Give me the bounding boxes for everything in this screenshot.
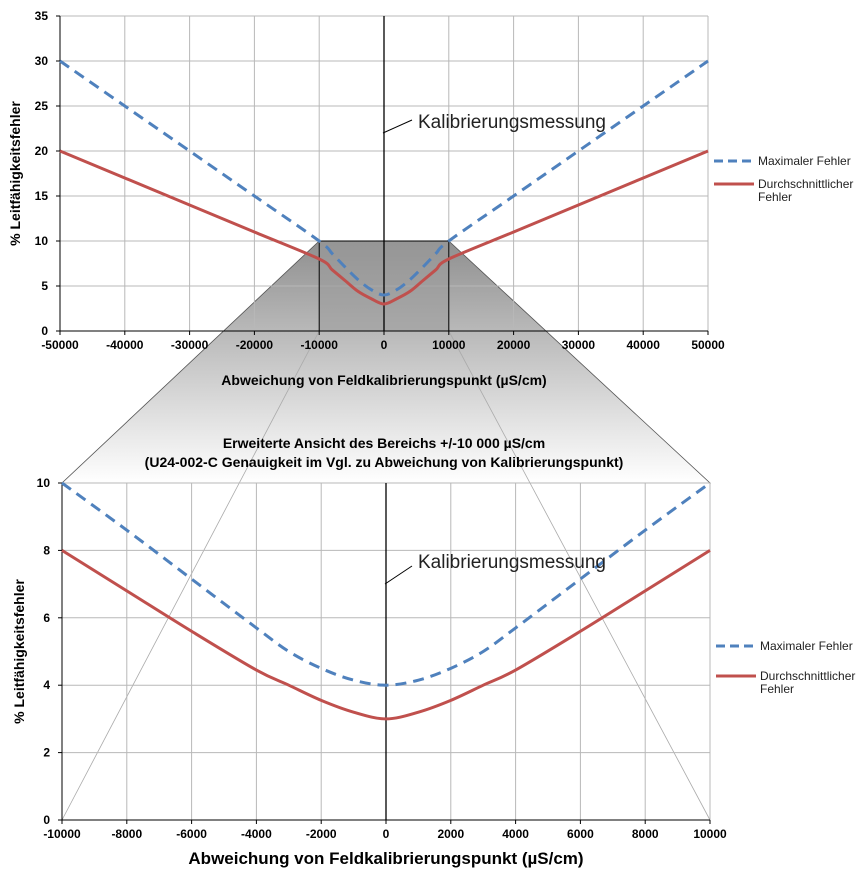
- x-tick-label: 2000: [437, 827, 464, 841]
- x-tick-label: 30000: [562, 338, 596, 352]
- detail-chart: Erweiterte Ansicht des Bereichs +/-10 00…: [11, 435, 855, 868]
- overview-annotation: Kalibrierungsmessung: [418, 112, 606, 133]
- overview-x-tick-labels: -50000 -40000 -30000 -20000 -10000 0 10000 2000…: [41, 338, 725, 352]
- x-tick-label: 0: [381, 338, 388, 352]
- x-tick-label: -10000: [301, 338, 339, 352]
- detail-annotation: Kalibrierungsmessung: [418, 552, 606, 573]
- x-tick-label: -8000: [111, 827, 142, 841]
- x-tick-label: 10000: [693, 827, 727, 841]
- y-tick-label: 2: [43, 746, 50, 760]
- y-tick-label: 8: [43, 543, 50, 557]
- x-tick-label: -30000: [171, 338, 209, 352]
- detail-x-tick-labels: -10000 -8000 -6000 -4000 -2000 0 2000 4000 6000 8…: [43, 827, 727, 841]
- detail-chart-title: Erweiterte Ansicht des Bereichs +/-10 00…: [223, 435, 545, 451]
- detail-x-axis-title: Abweichung von Feldkalibrierungspunkt (µ…: [188, 849, 583, 868]
- detail-y-tick-labels: 0 2 4 6 8 10: [37, 476, 51, 827]
- y-tick-label: 5: [41, 279, 48, 293]
- x-tick-label: 10000: [432, 338, 466, 352]
- y-tick-label: 30: [35, 54, 49, 68]
- legend-label-max-error: Maximaler Fehler: [760, 639, 853, 653]
- y-tick-label: 20: [35, 144, 49, 158]
- x-tick-label: 0: [383, 827, 390, 841]
- y-tick-label: 25: [35, 99, 49, 113]
- legend-label-avg-error: Durchschnittlicher: [758, 177, 853, 191]
- x-tick-label: -20000: [236, 338, 274, 352]
- y-tick-label: 10: [35, 234, 49, 248]
- x-tick-label: 4000: [502, 827, 529, 841]
- x-tick-label: -50000: [41, 338, 79, 352]
- detail-legend: Maximaler Fehler Durchschnittlicher Fehl…: [716, 639, 855, 696]
- detail-y-axis-title: % Leitfähigkeitsfehler: [11, 579, 27, 724]
- x-tick-label: 50000: [691, 338, 725, 352]
- x-tick-label: -10000: [43, 827, 81, 841]
- overview-x-axis-title: Abweichung von Feldkalibrierungspunkt (µ…: [221, 372, 546, 388]
- x-tick-label: 20000: [497, 338, 531, 352]
- y-tick-label: 35: [35, 9, 49, 23]
- y-tick-label: 6: [43, 611, 50, 625]
- x-tick-label: -4000: [241, 827, 272, 841]
- overview-chart: -50000 -40000 -30000 -20000 -10000 0 10000 2000…: [7, 9, 853, 388]
- y-tick-label: 4: [43, 678, 50, 692]
- legend-label-max-error: Maximaler Fehler: [758, 154, 851, 168]
- x-tick-label: 6000: [567, 827, 594, 841]
- legend-label-avg-error-line2: Fehler: [758, 190, 792, 204]
- x-tick-label: 8000: [632, 827, 659, 841]
- overview-y-axis-title: % Leitfähigkeitsfehler: [7, 101, 23, 246]
- overview-legend: Maximaler Fehler Durchschnittlicher Fehl…: [714, 154, 853, 204]
- y-tick-label: 15: [35, 189, 49, 203]
- overview-annotation-leader: [383, 120, 412, 133]
- detail-axes: [58, 483, 710, 824]
- y-tick-label: 0: [43, 813, 50, 827]
- detail-chart-subtitle: (U24-002-C Genauigkeit im Vgl. zu Abweic…: [145, 454, 624, 470]
- y-tick-label: 0: [41, 324, 48, 338]
- overview-y-tick-labels: 0 5 10 15 20 25 30 35: [35, 9, 49, 338]
- legend-label-avg-error: Durchschnittlicher: [760, 669, 855, 683]
- x-tick-label: -6000: [176, 827, 207, 841]
- x-tick-label: -2000: [306, 827, 337, 841]
- x-tick-label: 40000: [627, 338, 661, 352]
- y-tick-label: 10: [37, 476, 51, 490]
- x-tick-label: -40000: [106, 338, 144, 352]
- detail-annotation-leader: [385, 566, 412, 584]
- legend-label-avg-error-line2: Fehler: [760, 682, 794, 696]
